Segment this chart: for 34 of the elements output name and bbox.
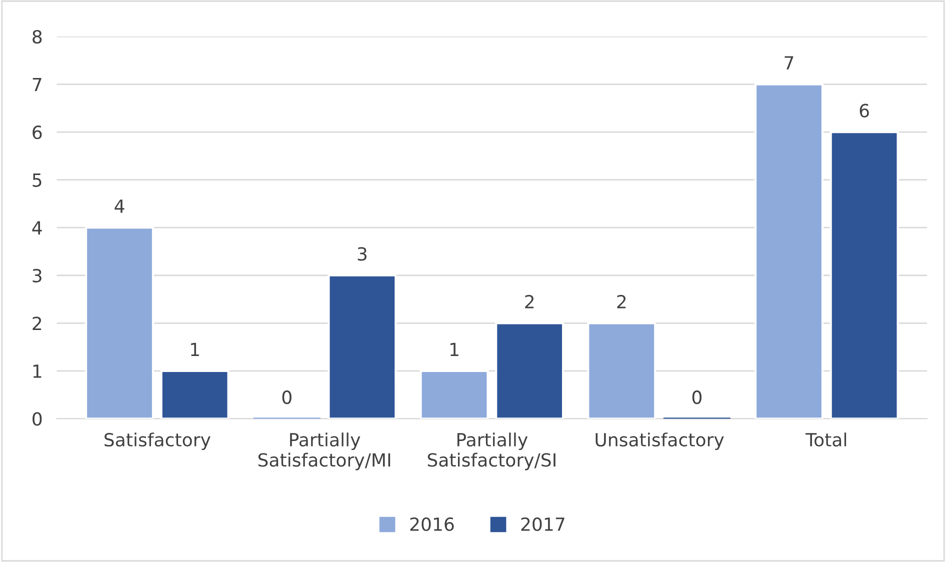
bar <box>587 322 656 419</box>
y-tick-label: 1 <box>33 364 42 378</box>
data-label: 1 <box>191 342 199 356</box>
x-tick-label: Partially Satisfactory/MI <box>258 432 390 470</box>
x-tick-label: Satisfactory <box>104 432 210 450</box>
legend-label: 2016 <box>410 517 454 532</box>
y-tick-label: 3 <box>32 268 42 282</box>
bar <box>830 131 899 419</box>
y-tick-label: 8 <box>32 30 42 44</box>
bar <box>160 370 230 419</box>
x-tick-label: Partially Satisfactory/SI <box>428 432 556 470</box>
data-label: 2 <box>617 294 626 308</box>
x-tick-label: Total <box>806 432 846 447</box>
data-label: 0 <box>692 390 702 404</box>
y-tick-label: 4 <box>32 221 42 234</box>
data-label: 6 <box>860 104 869 118</box>
x-tick-label: Unsatisfactory <box>596 432 724 450</box>
legend-label: 2017 <box>521 517 564 532</box>
data-label: 0 <box>282 390 292 404</box>
bar <box>495 322 564 419</box>
bar <box>328 274 397 419</box>
data-label: 1 <box>450 342 458 356</box>
y-tick-label: 6 <box>32 126 42 140</box>
bar <box>85 226 154 419</box>
bar <box>420 370 489 419</box>
y-tick-label: 7 <box>32 78 42 92</box>
data-label: 7 <box>784 56 794 70</box>
data-label: 2 <box>525 294 534 308</box>
data-label: 3 <box>358 247 367 261</box>
bar <box>754 83 824 419</box>
data-label: 4 <box>114 200 124 213</box>
y-tick-label: 5 <box>32 174 42 187</box>
y-tick-label: 0 <box>32 412 42 426</box>
y-tick-label: 2 <box>32 316 42 330</box>
